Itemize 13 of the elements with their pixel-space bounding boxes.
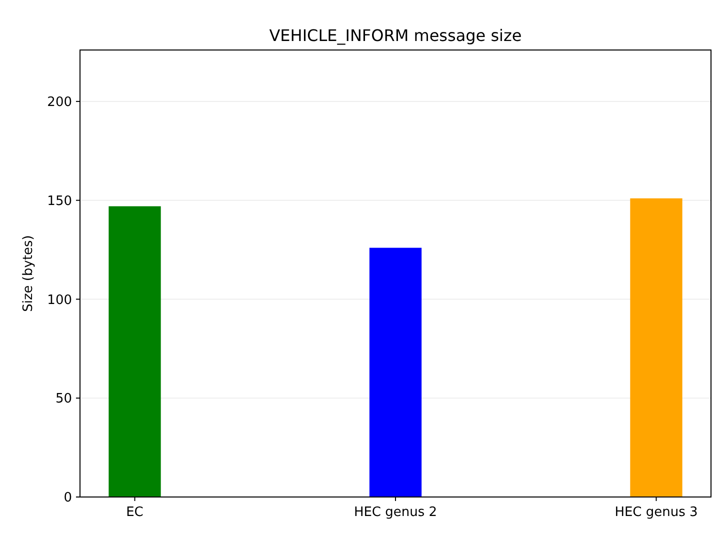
x-tick-label: HEC genus 3 bbox=[614, 505, 698, 520]
bar bbox=[108, 206, 161, 497]
y-axis-title: Size (bytes) bbox=[21, 235, 36, 312]
y-tick-label: 50 bbox=[55, 392, 72, 407]
y-tick-label: 150 bbox=[47, 194, 72, 209]
chart-title: VEHICLE_INFORM message size bbox=[269, 26, 522, 45]
y-tick-label: 200 bbox=[47, 94, 72, 110]
bar bbox=[369, 248, 422, 497]
x-tick-label: EC bbox=[126, 505, 144, 520]
y-tick-label: 0 bbox=[64, 490, 72, 506]
y-tick-label: 100 bbox=[47, 292, 72, 308]
x-tick-label: HEC genus 2 bbox=[354, 505, 438, 520]
bar bbox=[630, 198, 682, 497]
